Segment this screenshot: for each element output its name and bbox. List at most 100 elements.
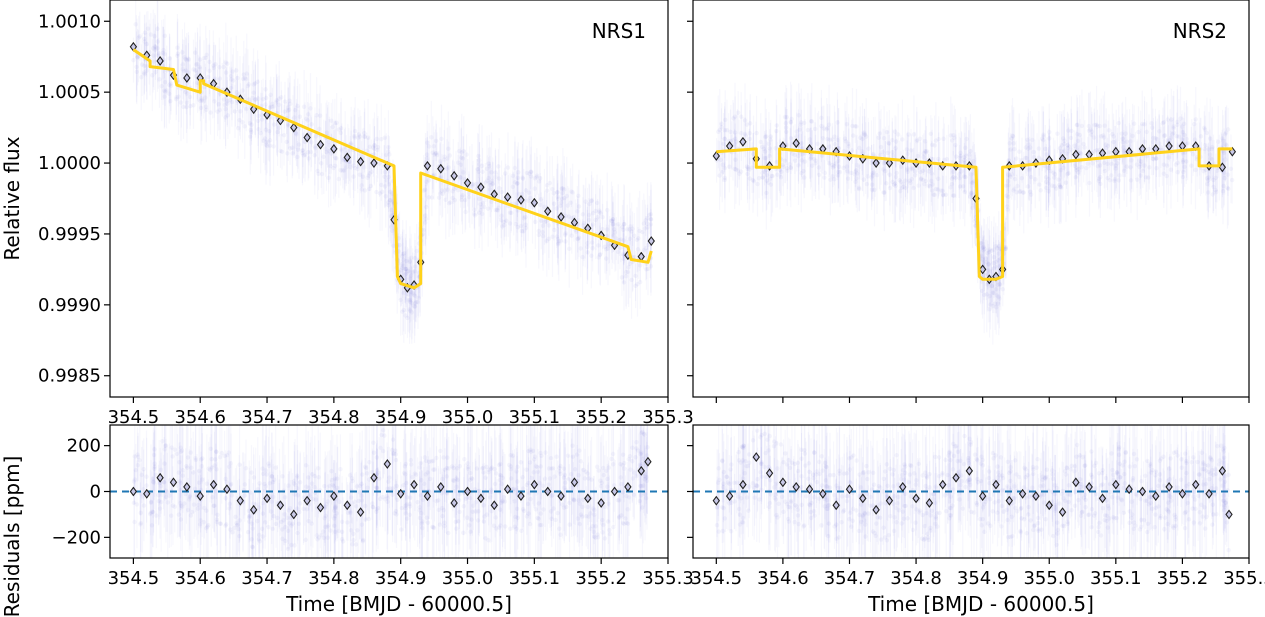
raw-point xyxy=(988,302,993,307)
raw-point xyxy=(625,227,630,232)
raw-point xyxy=(137,458,142,463)
raw-point xyxy=(991,247,996,252)
raw-point xyxy=(407,258,413,263)
raw-point xyxy=(228,482,233,488)
raw-point xyxy=(1128,165,1133,170)
raw-point xyxy=(1223,142,1228,147)
raw-point xyxy=(213,457,218,462)
raw-point xyxy=(290,521,295,526)
raw-point xyxy=(439,188,444,193)
raw-point xyxy=(357,172,362,177)
raw-point xyxy=(274,98,279,103)
raw-point xyxy=(198,105,204,111)
raw-point xyxy=(735,110,741,115)
raw-point xyxy=(345,520,350,525)
raw-point xyxy=(389,207,394,213)
raw-point xyxy=(326,175,331,181)
raw-point xyxy=(203,55,208,60)
raw-point xyxy=(267,143,273,148)
raw-point xyxy=(1099,134,1104,139)
raw-point xyxy=(1047,129,1052,135)
raw-point xyxy=(208,446,213,451)
raw-point xyxy=(401,290,406,296)
raw-point xyxy=(1018,189,1023,194)
raw-point xyxy=(996,243,1001,249)
raw-point xyxy=(246,97,251,102)
raw-point xyxy=(1136,129,1141,135)
raw-point xyxy=(378,445,383,450)
raw-point xyxy=(1211,177,1216,183)
raw-point xyxy=(968,194,973,199)
raw-point xyxy=(1044,175,1049,180)
raw-point xyxy=(306,156,311,161)
raw-point xyxy=(247,515,252,520)
raw-point xyxy=(165,500,170,505)
raw-point xyxy=(993,264,998,269)
raw-point xyxy=(1101,135,1107,140)
raw-point xyxy=(391,451,397,456)
raw-point xyxy=(1082,145,1087,150)
raw-point xyxy=(924,149,929,154)
raw-point xyxy=(762,149,768,154)
raw-point xyxy=(172,504,177,509)
binned-point xyxy=(330,143,338,154)
raw-point xyxy=(890,179,895,185)
raw-point xyxy=(148,500,154,505)
raw-point xyxy=(1103,142,1109,147)
raw-point xyxy=(596,243,601,248)
raw-point xyxy=(228,77,234,82)
raw-point xyxy=(276,102,282,108)
raw-point xyxy=(360,174,366,179)
raw-point xyxy=(822,170,828,176)
raw-point xyxy=(409,462,414,467)
raw-point xyxy=(314,113,319,118)
raw-point xyxy=(449,464,455,469)
raw-point xyxy=(177,487,183,493)
raw-point xyxy=(1059,143,1064,148)
raw-point xyxy=(446,146,451,151)
raw-point xyxy=(878,144,884,150)
raw-point xyxy=(259,526,265,532)
raw-point xyxy=(1203,167,1208,173)
raw-point xyxy=(1009,136,1014,141)
raw-point xyxy=(893,146,898,151)
raw-point xyxy=(832,164,837,169)
raw-point xyxy=(207,467,213,472)
raw-point xyxy=(340,168,345,173)
raw-point xyxy=(566,214,572,219)
raw-point xyxy=(150,53,156,58)
raw-point xyxy=(260,534,265,539)
raw-point xyxy=(434,455,439,461)
raw-point xyxy=(295,486,300,491)
raw-point xyxy=(400,261,405,267)
raw-point xyxy=(580,254,585,260)
raw-point xyxy=(1102,168,1108,174)
raw-point xyxy=(1025,137,1030,142)
raw-point xyxy=(423,213,428,218)
raw-point xyxy=(1165,117,1170,122)
raw-point xyxy=(825,125,830,131)
raw-point xyxy=(1039,158,1045,163)
raw-point xyxy=(223,476,228,482)
raw-point xyxy=(963,145,968,150)
raw-point xyxy=(402,464,408,469)
raw-point xyxy=(181,104,186,110)
raw-point xyxy=(982,246,987,252)
raw-point xyxy=(332,508,337,513)
raw-point xyxy=(957,175,962,181)
raw-point xyxy=(133,22,138,27)
raw-point xyxy=(314,533,320,538)
raw-point xyxy=(388,224,394,230)
raw-point xyxy=(267,105,273,110)
raw-data-cloud xyxy=(714,81,1235,345)
raw-point xyxy=(801,120,807,126)
raw-point xyxy=(148,499,154,504)
raw-point xyxy=(798,122,803,127)
raw-point xyxy=(495,207,500,212)
raw-point xyxy=(1112,178,1117,184)
raw-point xyxy=(304,116,309,122)
raw-point xyxy=(152,447,157,452)
raw-point xyxy=(901,184,906,190)
raw-point xyxy=(312,484,317,490)
raw-point xyxy=(569,233,574,238)
